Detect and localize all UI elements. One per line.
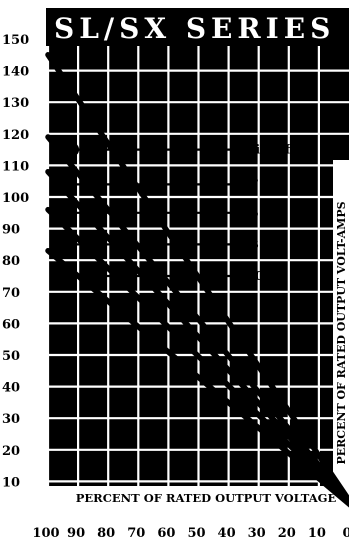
x-tick-label: 20 — [278, 526, 296, 541]
series-line — [45, 206, 349, 507]
series-line — [45, 247, 349, 508]
y-tick-label: 130 — [2, 96, 29, 111]
y-tick-label: 20 — [2, 444, 20, 459]
x-tick-label: 10 — [308, 526, 326, 541]
y-tick-labels: 150 140 130 120 110 100 90 80 70 60 50 40 30 20 10 — [2, 33, 29, 490]
y-tick-label: 90 — [2, 223, 20, 238]
series-labels: unity pf 0.7 pf 0.5 pf 0.3 pf 0 pf — [238, 143, 291, 283]
series-marker — [59, 177, 74, 192]
label-leaders — [60, 148, 236, 278]
series-label: 0.5 pf — [238, 206, 277, 220]
y-tick-label: 40 — [2, 381, 20, 396]
curves — [45, 52, 349, 508]
series-label: 0 pf — [255, 269, 282, 283]
series-marker — [59, 205, 74, 220]
series-marker — [59, 237, 74, 252]
grid — [46, 46, 349, 515]
y-tick-label: 150 — [2, 33, 29, 48]
x-tick-label: 30 — [248, 526, 266, 541]
title-band — [46, 8, 349, 46]
x-tick-label: 90 — [67, 526, 85, 541]
y-tick-label: 10 — [2, 475, 20, 490]
y-tick-label: 50 — [2, 349, 20, 364]
series-label: 0.7 pf — [238, 177, 277, 191]
x-label-panel — [46, 486, 349, 513]
x-tick-label: 80 — [97, 526, 115, 541]
y-tick-label: 70 — [2, 286, 20, 301]
x-tick-label: 40 — [218, 526, 236, 541]
series-line — [45, 52, 349, 506]
series-marker — [65, 142, 80, 157]
y-tick-label: 30 — [2, 412, 20, 427]
series-line — [45, 168, 349, 507]
x-tick-label: 70 — [127, 526, 145, 541]
y-tick-label: 80 — [2, 254, 20, 269]
y-tick-label: 110 — [2, 159, 29, 174]
x-tick-label: 0 — [342, 526, 349, 541]
y-tick-label: 140 — [2, 65, 29, 80]
x-tick-label: 100 — [32, 526, 59, 541]
markers — [53, 142, 80, 283]
series-marker — [53, 269, 68, 283]
y-tick-label: 100 — [2, 191, 29, 206]
x-axis-label: PERCENT OF RATED OUTPUT VOLTAGE — [76, 491, 337, 505]
y-axis-label: PERCENT OF RATED OUTPUT VOLT-AMPS — [335, 201, 348, 464]
x-tick-label: 50 — [187, 526, 205, 541]
x-tick-labels: 100 90 80 70 60 50 40 30 20 10 0 — [32, 526, 349, 541]
y-tick-label: 120 — [2, 128, 29, 143]
series-label: 0.3 pf — [238, 237, 277, 251]
y-label-panel — [333, 160, 349, 486]
series-label: unity pf — [238, 143, 291, 157]
x-tick-label: 60 — [157, 526, 175, 541]
chart-title: SL/SX SERIES — [54, 12, 335, 45]
series-line — [45, 134, 349, 507]
y-tick-label: 60 — [2, 317, 20, 332]
